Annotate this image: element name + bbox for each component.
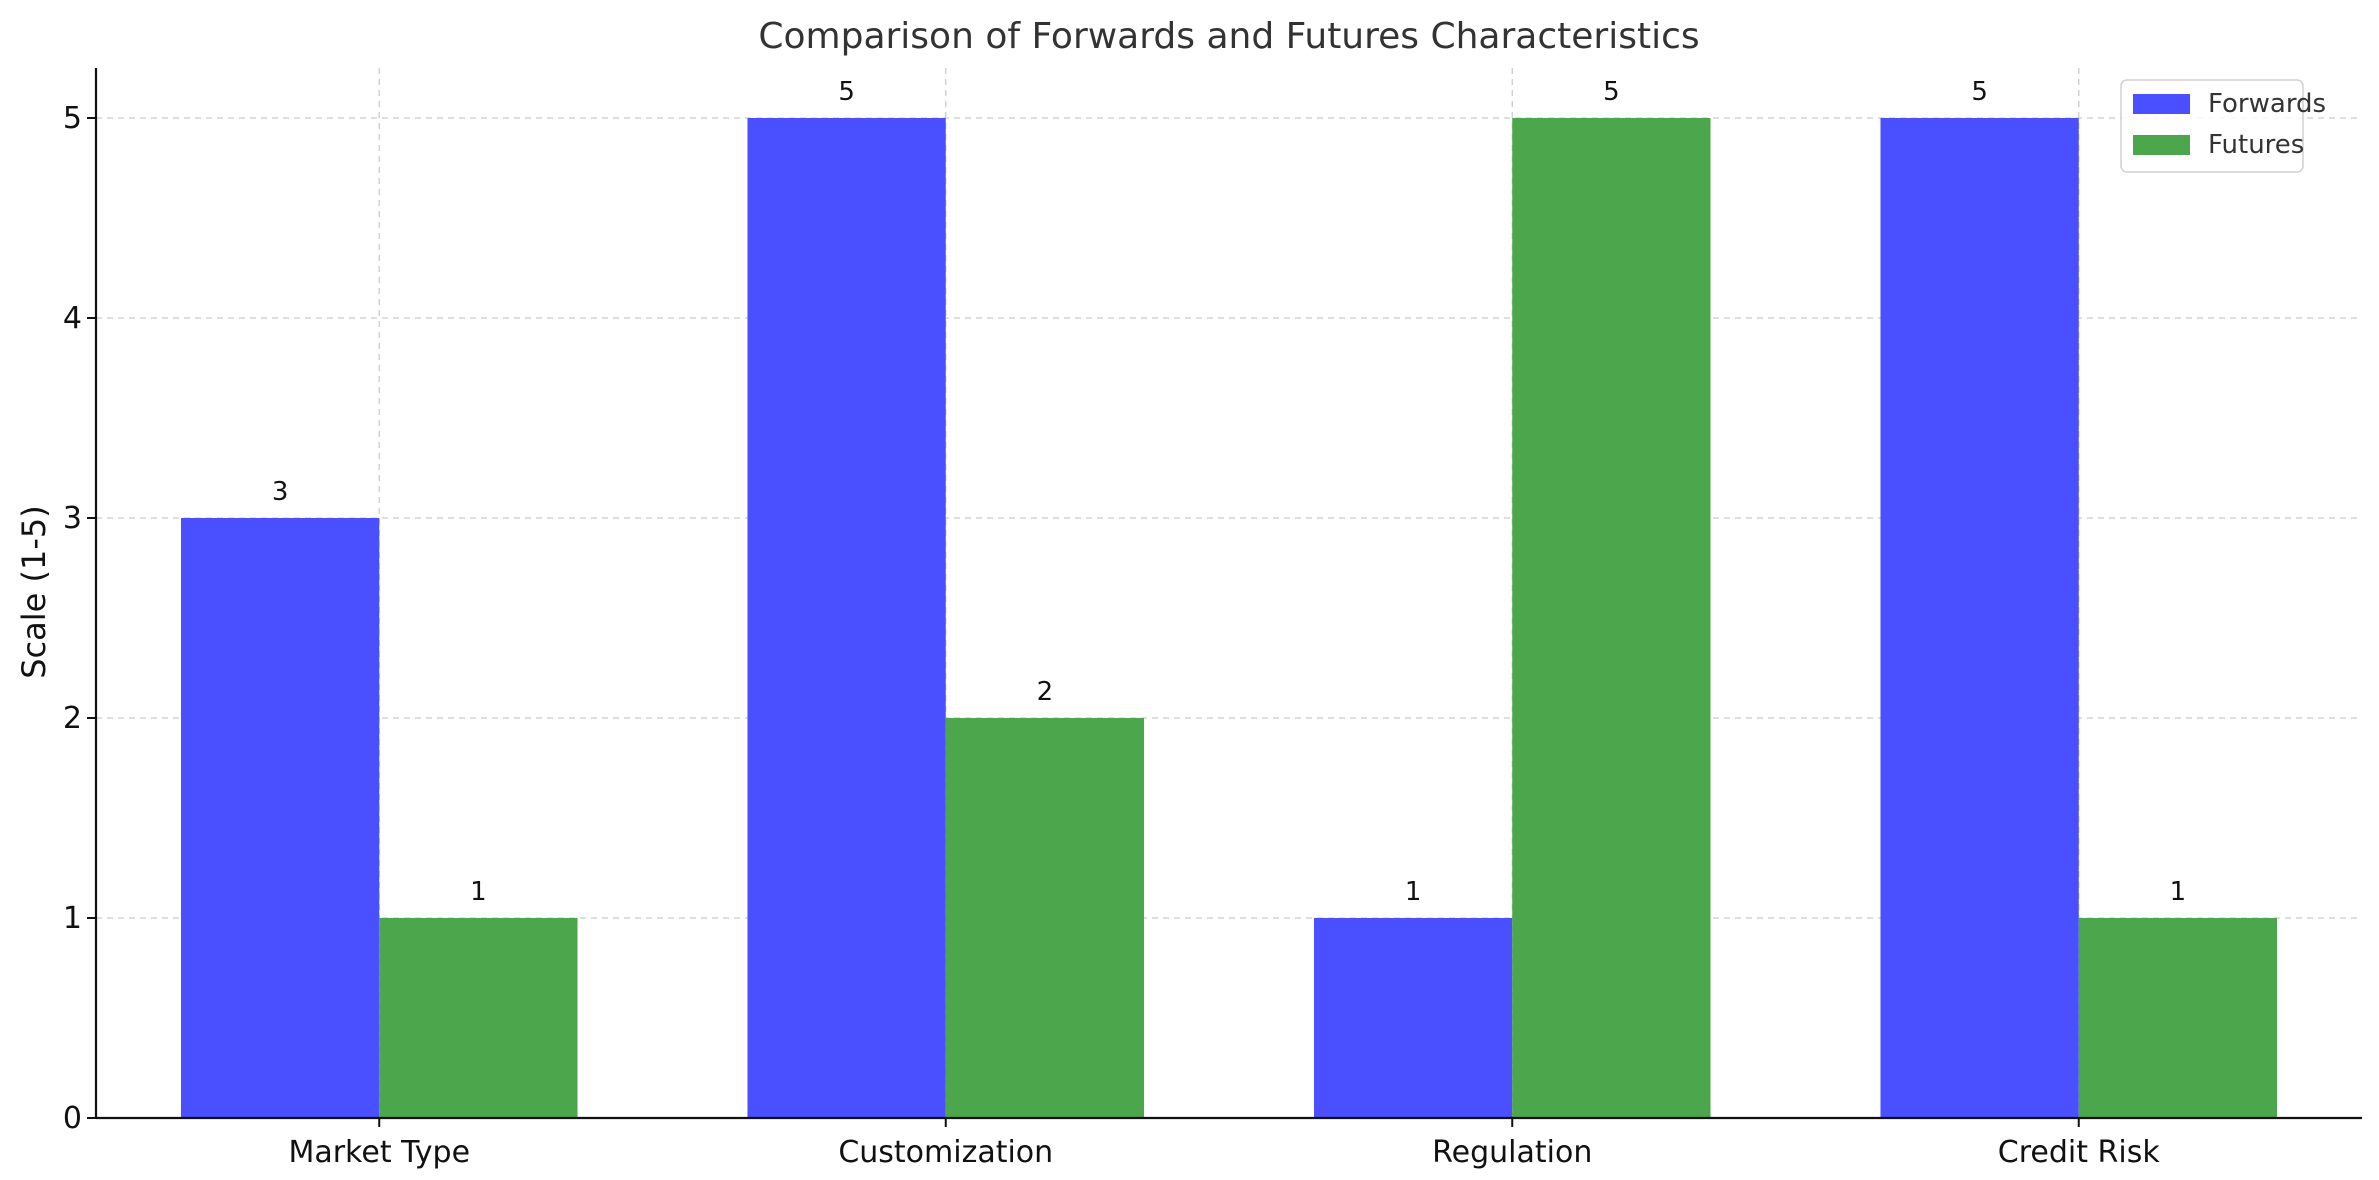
bar-value-label: 5 xyxy=(1971,77,1988,107)
x-tick-label: Market Type xyxy=(288,1135,470,1170)
legend-swatch-forwards xyxy=(2133,94,2190,114)
x-tick-label: Regulation xyxy=(1432,1135,1592,1170)
y-tick-label: 3 xyxy=(63,501,82,536)
bar-futures xyxy=(945,718,1145,1118)
bar-futures xyxy=(2078,918,2278,1118)
x-tick-label: Credit Risk xyxy=(1998,1135,2161,1170)
axes xyxy=(87,68,2362,1127)
bar-futures xyxy=(1512,118,1711,1118)
y-tick-label: 4 xyxy=(63,301,82,336)
bar-forwards xyxy=(1880,118,2079,1118)
bar-value-label: 3 xyxy=(272,477,289,507)
bar-forwards xyxy=(180,518,380,1118)
bars xyxy=(180,118,2278,1118)
bar-value-label: 1 xyxy=(1405,877,1422,907)
y-tick-label: 2 xyxy=(63,701,82,736)
bar-value-label: 2 xyxy=(1037,677,1054,707)
bar-labels: 3 5 1 5 1 2 5 1 xyxy=(272,77,2186,907)
legend-swatch-futures xyxy=(2133,135,2190,155)
bar-value-label: 1 xyxy=(2170,877,2187,907)
x-tick-labels: Market Type Customization Regulation Credit… xyxy=(288,1135,2160,1170)
legend-label-futures: Futures xyxy=(2208,130,2304,160)
y-tick-label: 1 xyxy=(63,901,82,936)
x-tick-label: Customization xyxy=(838,1135,1053,1170)
bar-futures xyxy=(379,918,578,1118)
bar-forwards xyxy=(1313,918,1513,1118)
y-tick-labels: 0 1 2 3 4 5 xyxy=(63,101,82,1136)
y-tick-label: 5 xyxy=(63,101,82,136)
chart-title: Comparison of Forwards and Futures Chara… xyxy=(758,16,1699,57)
legend-label-forwards: Forwards xyxy=(2208,89,2326,119)
bar-value-label: 1 xyxy=(470,877,487,907)
y-tick-label: 0 xyxy=(63,1101,82,1136)
bar-value-label: 5 xyxy=(838,77,855,107)
bar-value-label: 5 xyxy=(1603,77,1620,107)
bar-forwards xyxy=(747,118,946,1118)
legend: Forwards Futures xyxy=(2120,79,2326,173)
y-axis-label: Scale (1-5) xyxy=(15,505,53,679)
